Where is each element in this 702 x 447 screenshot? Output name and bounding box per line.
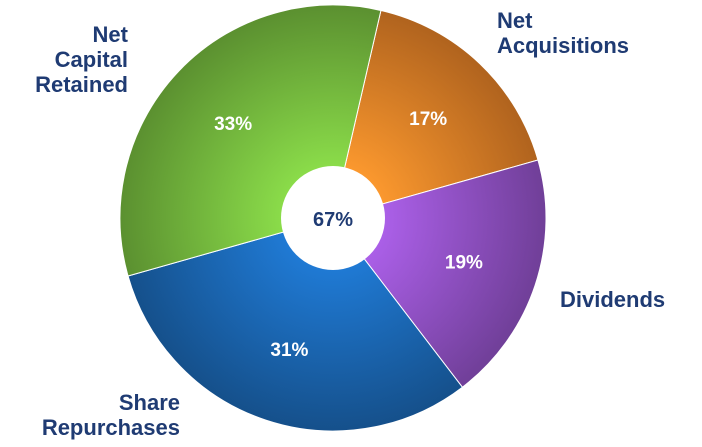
donut-hole bbox=[281, 166, 385, 270]
slice-dividends bbox=[332, 159, 547, 388]
label-net-acquisitions: Net Acquisitions bbox=[497, 8, 630, 58]
label-dividends: Dividends bbox=[560, 287, 666, 312]
label-share-repurchases: Share Repurchases bbox=[41, 390, 180, 440]
value-label-dividends: 19% bbox=[445, 253, 483, 274]
value-label-share-repurchases: 31% bbox=[270, 340, 308, 361]
value-label-net-capital-retained: 33% bbox=[214, 114, 252, 135]
label-net-capital-retained: Net Capital Retained bbox=[35, 22, 128, 97]
center-label: 67% bbox=[313, 209, 353, 231]
value-label-net-acquisitions: 17% bbox=[409, 109, 447, 130]
slice-net-acquisitions bbox=[332, 9, 539, 219]
slice-share-repurchases bbox=[127, 217, 464, 432]
